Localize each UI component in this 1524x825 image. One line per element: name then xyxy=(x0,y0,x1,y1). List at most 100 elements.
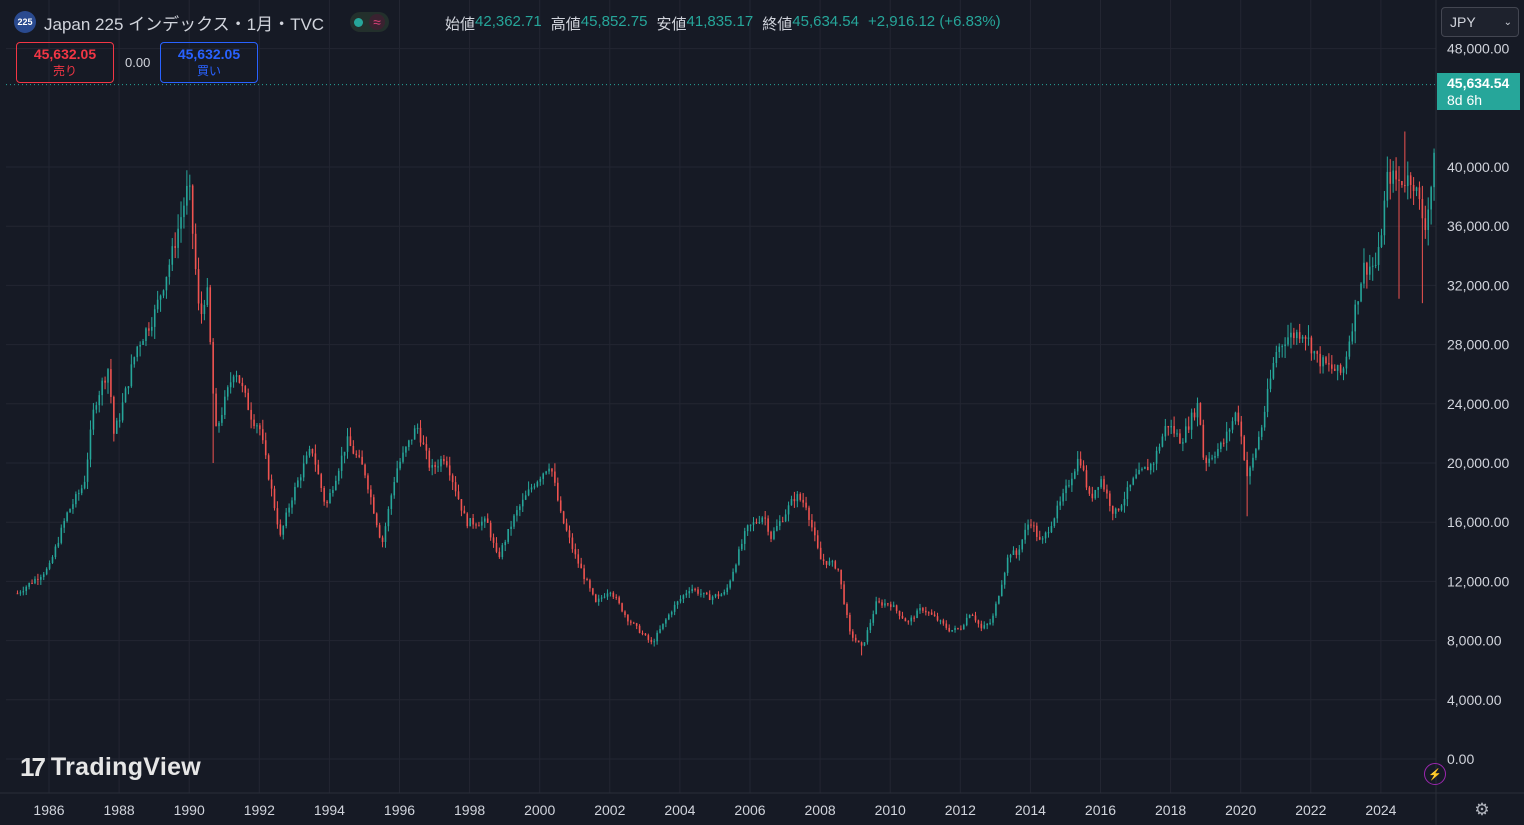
sell-button[interactable]: 45,632.05 売り xyxy=(16,42,114,83)
sell-label: 売り xyxy=(52,64,77,78)
candle-body xyxy=(460,499,463,511)
indicator-badge-icon[interactable]: ⚡ xyxy=(1424,763,1446,785)
candle-body xyxy=(1249,467,1251,477)
candle-body xyxy=(559,500,562,512)
low-label: 安値 xyxy=(656,16,687,33)
candle-body xyxy=(1240,421,1243,437)
candle-body xyxy=(1111,505,1114,514)
candle-body xyxy=(241,382,244,387)
candle-body xyxy=(1065,485,1067,494)
candle-body xyxy=(1234,412,1237,422)
candle-body xyxy=(457,491,460,500)
candle-body xyxy=(1357,301,1359,305)
candle-body xyxy=(1316,351,1319,354)
candle-body xyxy=(153,309,156,327)
time-tick-label: 2022 xyxy=(1295,802,1326,818)
candle-body xyxy=(215,393,217,427)
candle-body xyxy=(495,542,498,552)
candle-body xyxy=(1182,442,1184,444)
candle-body xyxy=(51,557,54,564)
candle-body xyxy=(1199,402,1202,425)
currency-select[interactable]: JPY ⌄ xyxy=(1441,7,1519,37)
candle-body xyxy=(1430,187,1432,210)
bar-countdown: 8d 6h xyxy=(1447,92,1483,108)
candle-body xyxy=(1009,554,1012,558)
candle-body xyxy=(837,568,840,570)
candle-body xyxy=(104,380,106,383)
price-axis[interactable]: 48,000.00 40,000.00 36,000.00 32,000.00 28,0… xyxy=(1435,0,1524,825)
candle-body xyxy=(1246,459,1248,477)
candle-body xyxy=(1255,449,1257,458)
candle-body xyxy=(1205,457,1208,464)
candle-body xyxy=(849,614,851,632)
candle-body xyxy=(262,429,264,441)
time-tick-label: 2004 xyxy=(664,802,695,818)
candle-body xyxy=(180,217,182,229)
price-tick-label: 8,000.00 xyxy=(1447,633,1502,649)
candle-body xyxy=(1044,532,1047,539)
candle-body xyxy=(662,623,664,629)
candle-body xyxy=(761,517,764,523)
candle-body xyxy=(963,625,965,630)
chevron-down-icon: ⌄ xyxy=(1503,16,1512,28)
candle-body xyxy=(1106,489,1108,494)
candle-body xyxy=(1295,332,1298,338)
candle-body xyxy=(954,628,956,630)
time-axis[interactable]: 1986 1988 1990 1992 1994 1996 1998 2000 2002 2004… xyxy=(0,792,1524,818)
market-status[interactable]: ≈ xyxy=(350,12,389,32)
candle-body xyxy=(194,233,197,270)
candle-body xyxy=(1366,262,1368,275)
candle-body xyxy=(913,617,915,619)
price-tick-label: 16,000.00 xyxy=(1447,514,1509,530)
candle-body xyxy=(942,620,945,624)
price-tick-label: 40,000.00 xyxy=(1447,159,1509,175)
candle-body xyxy=(1167,426,1170,428)
logo-text: TradingView xyxy=(50,753,202,781)
high-value: 45,852.75 xyxy=(580,13,648,30)
candle-body xyxy=(408,440,410,447)
candle-body xyxy=(1404,184,1406,187)
candle-body xyxy=(40,577,42,580)
candle-body xyxy=(521,499,524,507)
candle-body xyxy=(1380,235,1383,247)
candle-body xyxy=(1147,466,1149,471)
symbol-title[interactable]: Japan 225 インデックス・1月・TVC xyxy=(44,14,325,34)
candle-body xyxy=(1132,478,1135,485)
buy-button[interactable]: 45,632.05 買い xyxy=(160,42,258,83)
candle-body xyxy=(557,482,559,501)
candle-body xyxy=(200,303,203,315)
candle-body xyxy=(384,526,387,542)
candle-body xyxy=(381,537,384,542)
candle-body xyxy=(329,492,331,504)
candle-body xyxy=(767,518,769,532)
candle-body xyxy=(238,375,241,383)
candle-body xyxy=(1003,572,1006,585)
candle-body xyxy=(326,501,328,504)
price-tick-label: 28,000.00 xyxy=(1447,337,1509,353)
candle-body xyxy=(1214,456,1216,458)
candle-body xyxy=(632,622,635,624)
symbol-icon[interactable]: 225 xyxy=(14,11,36,33)
candle-body xyxy=(165,276,168,291)
candle-body xyxy=(66,512,68,522)
candle-body xyxy=(965,617,968,626)
settings-gear-icon[interactable]: ⚙ xyxy=(1474,800,1490,819)
candle-body xyxy=(405,446,407,453)
candle-body xyxy=(110,369,112,397)
candle-body xyxy=(1059,501,1061,506)
candle-body xyxy=(107,369,109,383)
price-tick-label: 24,000.00 xyxy=(1447,396,1509,412)
candle-body xyxy=(1015,550,1018,555)
candle-body xyxy=(685,593,688,596)
time-tick-label: 2006 xyxy=(734,802,765,818)
candle-body xyxy=(1287,337,1289,345)
candle-body xyxy=(317,464,320,475)
candle-body xyxy=(235,375,238,377)
tradingview-logo-icon: 17 xyxy=(20,752,46,782)
candle-body xyxy=(936,616,939,621)
candle-body xyxy=(1208,458,1210,464)
candle-body xyxy=(16,593,19,595)
candle-body xyxy=(437,466,439,468)
tradingview-logo[interactable]: 17 TradingView xyxy=(20,752,201,783)
